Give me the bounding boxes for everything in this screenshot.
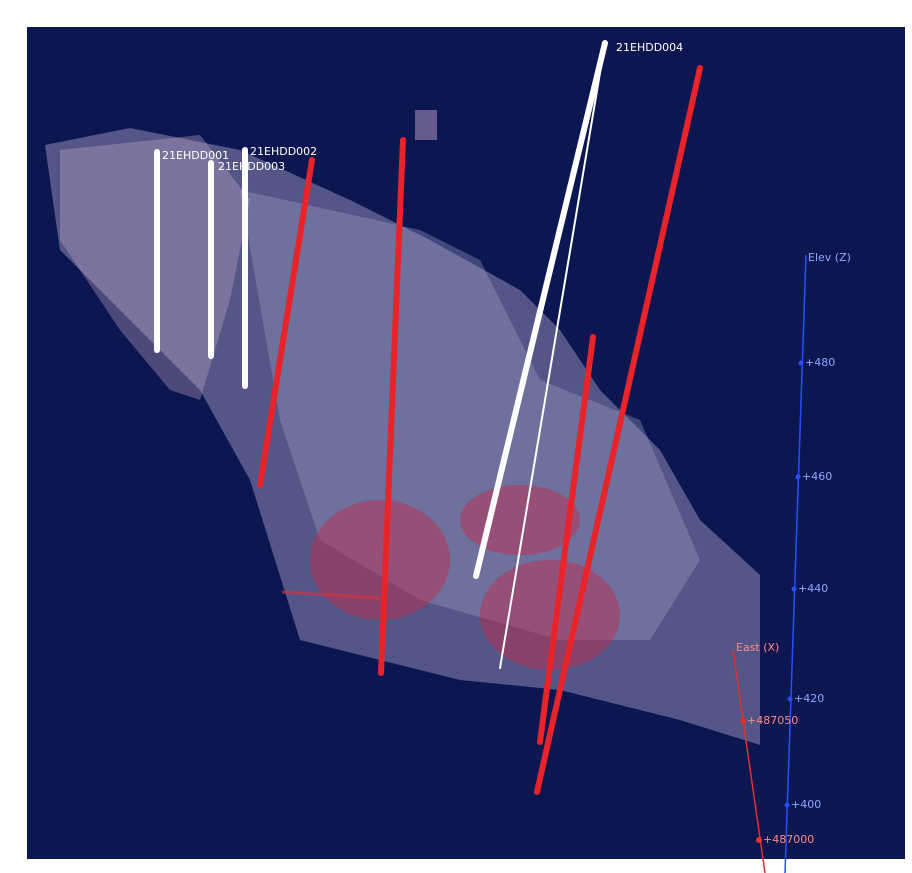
east-axis-line: [732, 649, 766, 873]
tick-dot: [740, 718, 746, 724]
elevation-axis-line: [784, 254, 807, 873]
tick-label: +460: [802, 470, 832, 483]
ore-bodies: [281, 485, 620, 670]
drill-trace: [534, 65, 703, 795]
tick-label: +480: [805, 356, 835, 369]
ore-body: [310, 500, 450, 620]
drillhole-label: 21EHDD002: [250, 145, 317, 158]
tick-label: +487000: [763, 833, 814, 846]
scene-background: [27, 27, 905, 859]
drill-trace: [257, 157, 315, 488]
drillhole-label: 21EHDD004: [616, 41, 683, 54]
drill-trace: [537, 334, 596, 745]
surface: [415, 110, 437, 140]
tick-dot: [784, 802, 790, 808]
drill-trace: [499, 42, 606, 669]
tick-label: +487050: [747, 714, 798, 727]
drill-trace: [473, 40, 608, 579]
ore-body: [460, 485, 580, 555]
axis-title: Elev (Z): [808, 251, 851, 264]
tick-dot: [756, 837, 762, 843]
tick-dot: [787, 696, 793, 702]
tick-label: +440: [798, 582, 828, 595]
tick-dot: [791, 586, 797, 592]
drillhole-label: 21EHDD003: [218, 160, 285, 173]
drill-trace: [378, 137, 406, 676]
tick-dot: [798, 360, 804, 366]
tick-label: +400: [791, 798, 821, 811]
drill-traces: [154, 40, 703, 795]
surface: [240, 190, 700, 640]
tick-label: +420: [794, 692, 824, 705]
axis-title: East (X): [736, 641, 779, 654]
tick-dot: [795, 474, 801, 480]
drillhole-label: 21EHDD001: [162, 149, 229, 162]
ore-streak: [281, 590, 381, 600]
